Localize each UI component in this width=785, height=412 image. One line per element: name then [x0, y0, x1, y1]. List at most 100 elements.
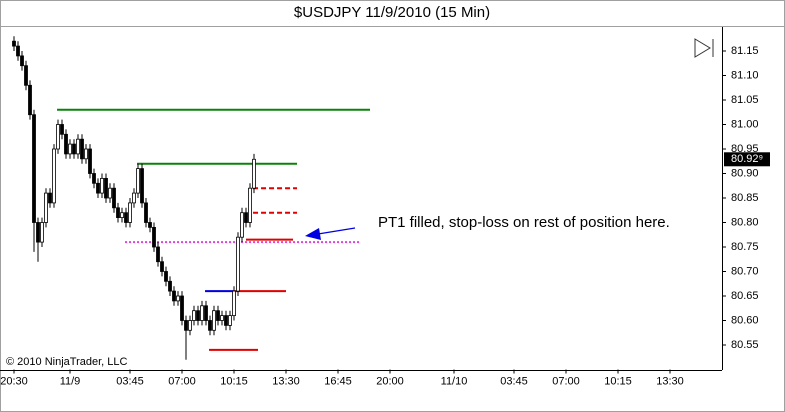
candle [64, 129, 68, 159]
candle [136, 163, 140, 198]
candle [220, 310, 224, 326]
candle [248, 183, 252, 228]
candle-body [224, 315, 228, 326]
candle [156, 242, 160, 267]
candle [28, 80, 32, 120]
arrow-shaft [317, 227, 356, 235]
candle [172, 286, 176, 306]
candle [240, 207, 244, 243]
candle [72, 139, 76, 159]
candle-body [120, 212, 124, 218]
candle [144, 198, 148, 228]
candle-body [216, 310, 220, 321]
play-triangle[interactable] [694, 38, 711, 58]
candle-body [152, 226, 156, 248]
candle [20, 51, 24, 71]
candle [216, 305, 220, 326]
candle-body [232, 290, 236, 317]
x-tick-label: 07:00 [168, 375, 196, 387]
candle-body [16, 45, 20, 57]
candle [124, 207, 128, 228]
candle [208, 315, 212, 336]
candle [48, 188, 52, 208]
candle [180, 291, 184, 326]
candle-body [240, 212, 244, 238]
x-tick-label: 10:15 [220, 375, 248, 387]
chart-title: $USDJPY 11/9/2010 (15 Min) [294, 4, 490, 21]
candle-body [96, 182, 100, 194]
candle [92, 168, 96, 189]
y-tick-label: 81.05 [731, 94, 759, 106]
candle-body [132, 192, 136, 204]
candle [176, 291, 180, 306]
candle-body [76, 138, 80, 155]
last-price-box [724, 152, 770, 167]
x-tick-label: 16:45 [324, 375, 352, 387]
candle [252, 153, 256, 194]
candle-body [100, 177, 104, 194]
candle [24, 60, 28, 91]
candle-body [52, 148, 56, 204]
y-tick-label: 80.80 [731, 216, 759, 228]
candle-body [60, 124, 64, 135]
candle [40, 217, 44, 247]
annotation-arrow [305, 227, 356, 240]
candle [100, 173, 104, 198]
candle-body [148, 222, 152, 228]
candle [200, 300, 204, 326]
candle [116, 202, 120, 223]
candle-body [124, 212, 128, 223]
x-tick-label: 13:30 [272, 375, 300, 387]
candle-body [208, 320, 212, 331]
candle-body [244, 212, 248, 223]
candle [192, 305, 196, 326]
candle [224, 310, 228, 331]
candle-body [84, 148, 88, 160]
y-tick-label: 81.10 [731, 69, 759, 81]
x-tick-label: 11/9 [60, 375, 81, 387]
candle [12, 36, 16, 51]
candle [184, 315, 188, 360]
candle-body [72, 143, 76, 155]
candle [164, 266, 168, 287]
candle [68, 139, 72, 159]
candle [84, 144, 88, 164]
candle [96, 178, 100, 198]
candle-body [176, 295, 180, 302]
candle [160, 256, 164, 277]
candle [128, 198, 132, 228]
candle-body [32, 114, 36, 223]
candle-body [40, 222, 44, 243]
candle [196, 305, 200, 326]
x-tick-label: 03:45 [116, 375, 144, 387]
candle-body [204, 305, 208, 321]
arrow-head [305, 228, 321, 240]
candle-body [12, 40, 16, 47]
candle [88, 144, 92, 179]
candle-body [64, 133, 68, 155]
play-icon[interactable] [694, 38, 714, 58]
copyright: © 2010 NinjaTrader, LLC [6, 356, 127, 368]
candle [80, 134, 84, 164]
candle-body [36, 222, 40, 243]
last-price-label: 80.92⁹ [731, 153, 763, 165]
candle-body [24, 65, 28, 86]
candle-body [192, 310, 196, 321]
candle-body [248, 187, 252, 223]
candle [112, 183, 116, 213]
y-tick-label: 80.75 [731, 241, 759, 253]
candle-body [112, 187, 116, 209]
candle-body [164, 271, 168, 282]
candle-body [44, 192, 48, 223]
candle [236, 232, 240, 296]
candle-body [136, 168, 140, 194]
candle [36, 217, 40, 262]
candle [204, 300, 208, 326]
x-tick-label: 03:45 [500, 375, 528, 387]
candle [108, 183, 112, 203]
x-tick-label: 13:30 [656, 375, 684, 387]
candle [228, 310, 232, 331]
candle-body [108, 187, 112, 199]
annotation: PT1 filled, stop-loss on rest of positio… [378, 214, 670, 231]
candle-body [144, 202, 148, 223]
